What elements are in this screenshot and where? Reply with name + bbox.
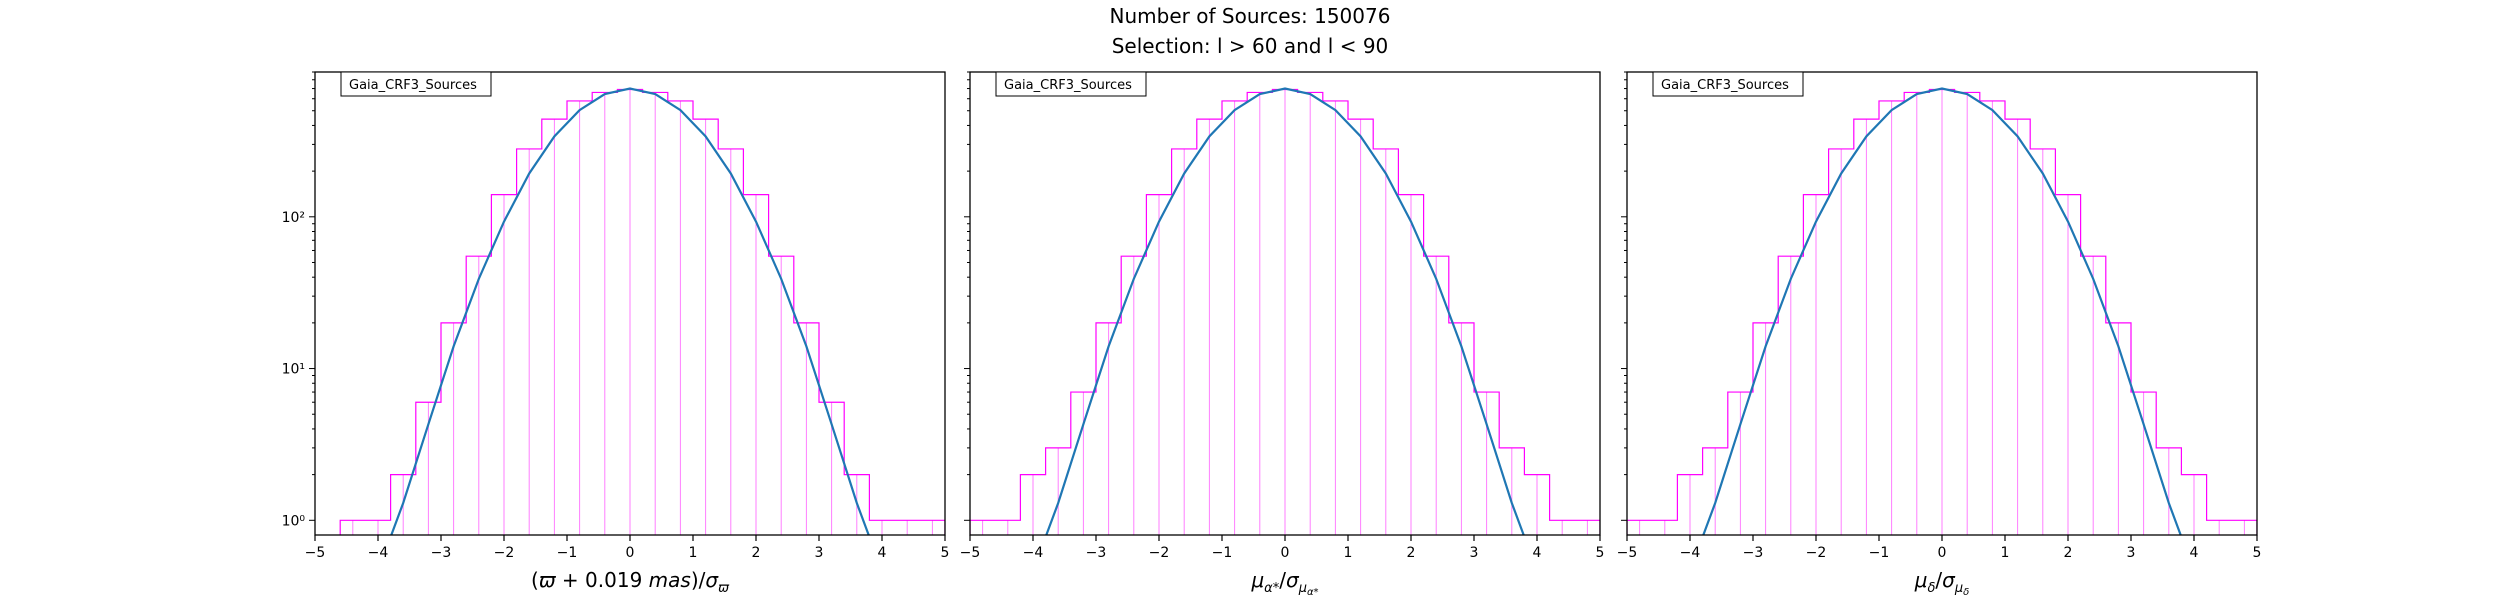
- figure-title: Number of Sources: 150076: [1109, 4, 1391, 28]
- x-tick-label: 0: [626, 545, 635, 561]
- x-tick-label: 0: [1938, 545, 1947, 561]
- x-tick-label: −5: [960, 545, 981, 561]
- x-tick-label: 0: [1281, 545, 1290, 561]
- x-tick-label: −4: [1023, 545, 1044, 561]
- legend-box: [995, 71, 1147, 97]
- legend-box: [1652, 71, 1804, 97]
- y-tick-label: 10¹: [282, 362, 305, 378]
- x-tick-label: −3: [1086, 545, 1107, 561]
- fit-curve: [1045, 87, 1525, 535]
- data-layer: [339, 87, 945, 535]
- panel-2: −5 −4 −3 −2 −1 0 1 2 3 4 5 Gaia_CRF3_Sources μα*/σμα…: [960, 71, 1605, 598]
- x-tick-label: 4: [878, 545, 887, 561]
- x-tick-label: −2: [494, 545, 515, 561]
- x-tick-label: 4: [1533, 545, 1542, 561]
- y-tick-label: 10⁰: [282, 513, 306, 529]
- x-tick-label: −4: [368, 545, 389, 561]
- x-tick-label: 3: [815, 545, 824, 561]
- legend-label: Gaia_CRF3_Sources: [349, 78, 477, 93]
- x-tick-label: −1: [1869, 545, 1890, 561]
- x-tick-label: −3: [431, 545, 452, 561]
- x-tick-label: 1: [689, 545, 698, 561]
- x-tick-label: 3: [1470, 545, 1479, 561]
- x-axis-label: μα*/σμα*: [1250, 568, 1318, 598]
- x-tick-label: 5: [2253, 545, 2262, 561]
- x-tick-label: 2: [2064, 545, 2073, 561]
- y-tick-label: 10²: [282, 210, 305, 226]
- x-tick-label: 4: [2190, 545, 2199, 561]
- fit-curve: [1702, 87, 2182, 535]
- data-layer: [970, 87, 1600, 535]
- x-tick-label: 1: [2001, 545, 2010, 561]
- panel-3: −5 −4 −3 −2 −1 0 1 2 3 4 5 Gaia_CRF3_Sources μδ/σμδ: [1617, 71, 2262, 598]
- x-axis-label: (ϖ + 0.019 mas)/σϖ: [531, 568, 730, 596]
- panel-1: −5 −4 −3 −2 −1 0 1 2 3 4 5 10⁰ 10¹ 10² Gaia_CRF3_Sourc…: [282, 71, 950, 596]
- fit-curve: [390, 87, 870, 535]
- x-tick-label: −2: [1806, 545, 1827, 561]
- x-tick-label: 3: [2127, 545, 2136, 561]
- x-tick-label: 5: [1596, 545, 1605, 561]
- x-tick-label: −3: [1743, 545, 1764, 561]
- x-tick-label: 1: [1344, 545, 1353, 561]
- figure-subtitle: Selection: l > 60 and l < 90: [1111, 34, 1389, 58]
- x-tick-label: −1: [557, 545, 578, 561]
- x-tick-label: −4: [1680, 545, 1701, 561]
- legend-label: Gaia_CRF3_Sources: [1661, 78, 1789, 93]
- legend-box: [340, 71, 492, 97]
- histogram-series: [339, 88, 945, 535]
- x-tick-label: 5: [941, 545, 950, 561]
- x-tick-label: −5: [1617, 545, 1638, 561]
- x-axis-label: μδ/σμδ: [1914, 568, 1970, 598]
- data-layer: [1627, 87, 2257, 535]
- x-tick-label: −5: [305, 545, 326, 561]
- legend-label: Gaia_CRF3_Sources: [1004, 78, 1132, 93]
- x-tick-label: −1: [1212, 545, 1233, 561]
- x-tick-label: −2: [1149, 545, 1170, 561]
- x-tick-label: 2: [752, 545, 761, 561]
- x-tick-label: 2: [1407, 545, 1416, 561]
